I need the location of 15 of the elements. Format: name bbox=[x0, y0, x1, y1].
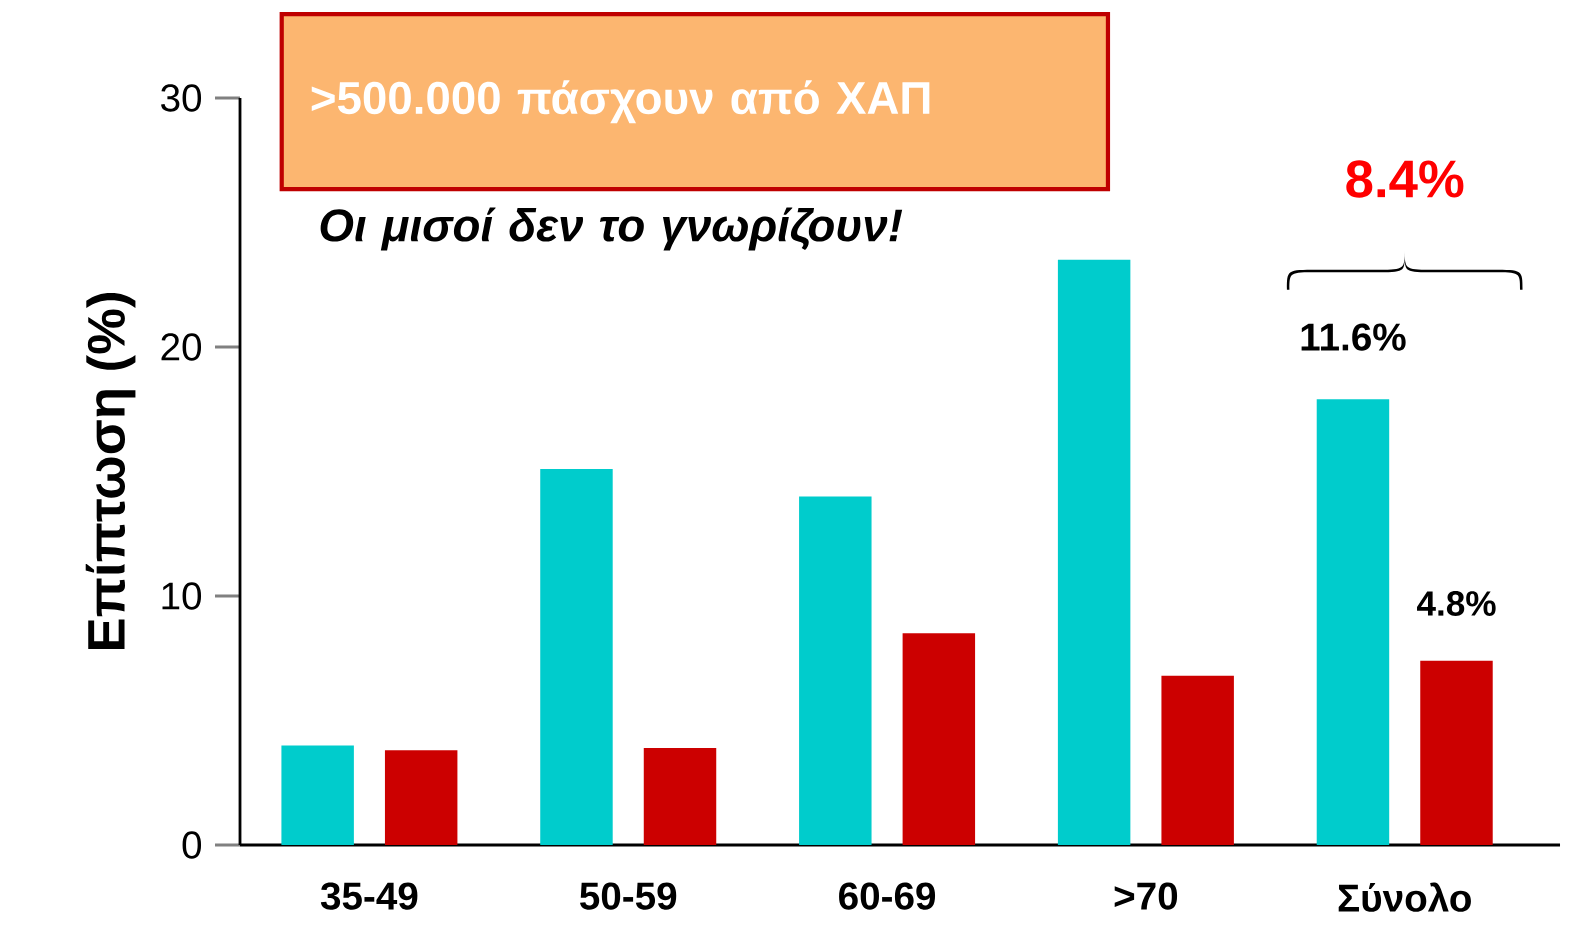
x-tick-label: >70 bbox=[1114, 882, 1178, 910]
annotation: >500.000 πάσχουν από ΧΑΠ bbox=[311, 80, 930, 124]
x-tick-label: 60-69 bbox=[839, 882, 936, 910]
annotation: 4.8% bbox=[1417, 591, 1496, 616]
y-tick-label: 10 bbox=[162, 582, 202, 610]
annotation: 8.4% bbox=[1346, 160, 1464, 198]
x-tick-label: 50-59 bbox=[580, 882, 677, 910]
annotation: 11.6% bbox=[1301, 323, 1406, 351]
y-axis-title: Επίπτωση (%) bbox=[85, 293, 136, 649]
annotation: Οι μισοί δεν το γνωρίζουν! bbox=[320, 207, 903, 251]
y-tick-label: 20 bbox=[161, 333, 202, 361]
y-tick-label: 30 bbox=[161, 84, 202, 112]
x-tick-label: 35-49 bbox=[320, 882, 418, 910]
y-tick-label: 0 bbox=[182, 831, 202, 859]
x-tick-label: Σύνολο bbox=[1338, 882, 1471, 912]
